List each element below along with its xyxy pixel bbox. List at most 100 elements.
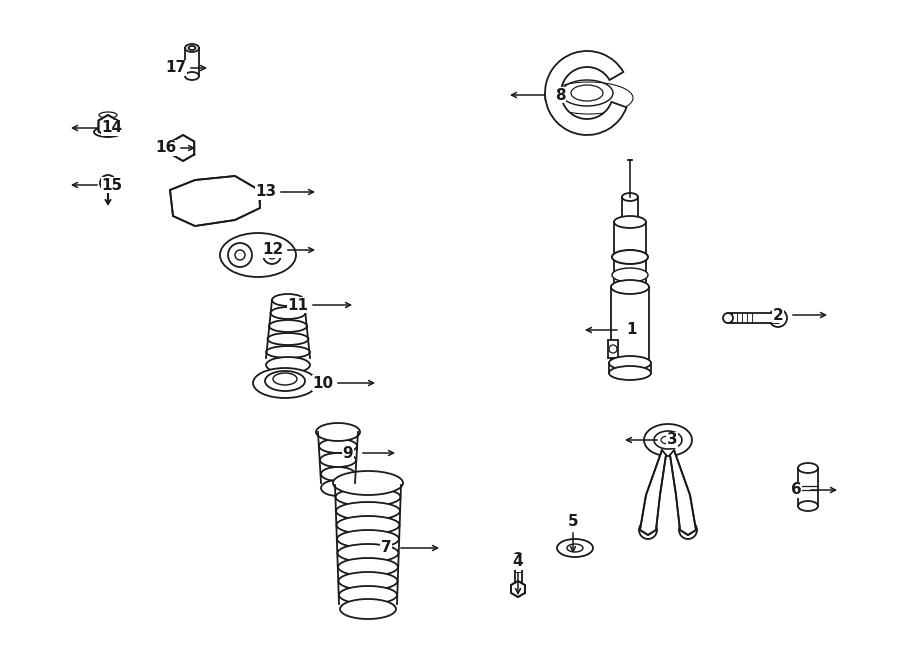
Ellipse shape: [723, 313, 733, 323]
Ellipse shape: [614, 281, 646, 293]
Circle shape: [228, 243, 252, 267]
Ellipse shape: [798, 463, 818, 473]
Polygon shape: [670, 450, 696, 535]
Polygon shape: [98, 115, 118, 137]
Circle shape: [178, 143, 188, 153]
Text: 7: 7: [381, 541, 392, 555]
Ellipse shape: [614, 216, 646, 228]
Circle shape: [268, 251, 276, 259]
Ellipse shape: [337, 516, 400, 534]
Polygon shape: [172, 135, 194, 161]
Ellipse shape: [336, 488, 400, 506]
Ellipse shape: [340, 599, 396, 619]
Ellipse shape: [644, 424, 692, 456]
Bar: [611, 287, 649, 367]
Ellipse shape: [272, 294, 304, 306]
Ellipse shape: [220, 233, 296, 277]
Ellipse shape: [320, 453, 356, 467]
Text: 5: 5: [568, 514, 579, 529]
Ellipse shape: [654, 431, 682, 449]
Polygon shape: [170, 176, 260, 226]
Text: 8: 8: [554, 87, 565, 102]
Bar: [622, 197, 638, 222]
Ellipse shape: [567, 544, 583, 552]
Text: 16: 16: [156, 141, 176, 155]
Ellipse shape: [335, 474, 401, 492]
Ellipse shape: [515, 553, 521, 557]
Text: 2: 2: [772, 307, 783, 323]
Text: 13: 13: [256, 184, 276, 200]
Ellipse shape: [266, 346, 310, 358]
Ellipse shape: [612, 268, 648, 282]
Text: 14: 14: [102, 120, 122, 136]
Ellipse shape: [185, 44, 199, 52]
Ellipse shape: [99, 112, 117, 118]
Circle shape: [186, 195, 200, 209]
Circle shape: [679, 521, 697, 539]
Circle shape: [684, 526, 692, 534]
Circle shape: [235, 250, 245, 260]
Ellipse shape: [271, 307, 305, 319]
Ellipse shape: [609, 356, 651, 370]
Bar: [609, 363, 651, 373]
Text: 3: 3: [667, 432, 678, 447]
Circle shape: [100, 175, 116, 191]
Ellipse shape: [321, 480, 355, 496]
Text: 10: 10: [312, 375, 334, 391]
Ellipse shape: [94, 127, 122, 137]
Circle shape: [104, 180, 112, 186]
Ellipse shape: [561, 80, 613, 106]
Ellipse shape: [267, 333, 309, 345]
Ellipse shape: [798, 501, 818, 511]
Ellipse shape: [622, 193, 638, 201]
Bar: [608, 340, 618, 358]
Circle shape: [639, 521, 657, 539]
Ellipse shape: [571, 85, 603, 101]
Ellipse shape: [661, 436, 675, 444]
Circle shape: [240, 189, 260, 209]
Polygon shape: [511, 581, 525, 597]
Text: 15: 15: [102, 178, 122, 192]
Circle shape: [644, 526, 652, 534]
Ellipse shape: [188, 46, 195, 50]
Ellipse shape: [609, 366, 651, 380]
Ellipse shape: [253, 368, 317, 398]
Bar: [185, 48, 199, 76]
Circle shape: [773, 313, 783, 323]
Ellipse shape: [338, 544, 399, 562]
Text: 9: 9: [343, 446, 354, 461]
Ellipse shape: [333, 471, 403, 495]
Ellipse shape: [266, 357, 310, 373]
Ellipse shape: [269, 320, 307, 332]
Wedge shape: [545, 51, 626, 135]
Polygon shape: [640, 450, 666, 535]
Ellipse shape: [318, 425, 358, 439]
Circle shape: [178, 187, 208, 217]
Ellipse shape: [611, 280, 649, 294]
Bar: [614, 222, 646, 287]
Ellipse shape: [337, 530, 399, 548]
Ellipse shape: [319, 439, 357, 453]
Bar: [515, 555, 521, 589]
Ellipse shape: [265, 371, 305, 391]
Circle shape: [104, 122, 112, 130]
Ellipse shape: [185, 72, 199, 80]
Ellipse shape: [612, 250, 648, 264]
Ellipse shape: [338, 558, 398, 576]
Ellipse shape: [336, 502, 400, 520]
Text: 6: 6: [790, 483, 801, 498]
Text: 17: 17: [166, 61, 186, 75]
Circle shape: [609, 345, 617, 353]
Bar: [728, 313, 778, 323]
Ellipse shape: [611, 360, 649, 374]
Ellipse shape: [339, 586, 397, 604]
Ellipse shape: [273, 373, 297, 385]
Ellipse shape: [622, 218, 638, 226]
Ellipse shape: [316, 423, 360, 441]
Circle shape: [246, 195, 254, 203]
Circle shape: [769, 309, 787, 327]
Text: 11: 11: [287, 297, 309, 313]
Bar: [798, 468, 818, 506]
Ellipse shape: [557, 539, 593, 557]
Ellipse shape: [321, 467, 355, 481]
